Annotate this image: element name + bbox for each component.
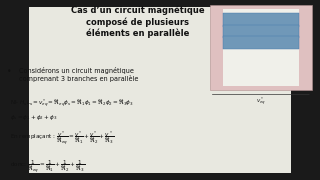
Bar — [223, 13, 299, 26]
Text: En remplaçant : $\dfrac{v^*}{\mathfrak{R}_{eq}} = \dfrac{v^*}{\mathfrak{R}_1} + : En remplaçant : $\dfrac{v^*}{\mathfrak{R… — [10, 130, 114, 148]
Bar — [223, 9, 299, 86]
Text: Considérons un circuit magnétique
comprenant 3 branches en parallèle: Considérons un circuit magnétique compre… — [19, 67, 139, 82]
Text: $\phi_s = \phi_1 + \phi_2 + \phi_3$: $\phi_s = \phi_1 + \phi_2 + \phi_3$ — [10, 112, 57, 122]
Bar — [210, 5, 312, 90]
Text: Cas d’un circuit magnétique
composé de plusieurs
éléments en parallèle: Cas d’un circuit magnétique composé de p… — [71, 5, 204, 38]
Text: donc: $\dfrac{1}{\mathfrak{R}_{eq}} = \dfrac{1}{\mathfrak{R}_1} + \dfrac{1}{\mat: donc: $\dfrac{1}{\mathfrak{R}_{eq}} = \d… — [10, 158, 85, 175]
Bar — [223, 25, 299, 38]
Bar — [223, 36, 299, 49]
Text: •: • — [6, 67, 11, 76]
Text: NI- $H_sL_s = v^*_{eq} = \mathfrak{R}_{eq}\phi_s = \mathfrak{R}_1\phi_1 = \mathf: NI- $H_sL_s = v^*_{eq} = \mathfrak{R}_{e… — [10, 97, 133, 109]
Text: $v^*_{eq}$: $v^*_{eq}$ — [256, 95, 266, 107]
